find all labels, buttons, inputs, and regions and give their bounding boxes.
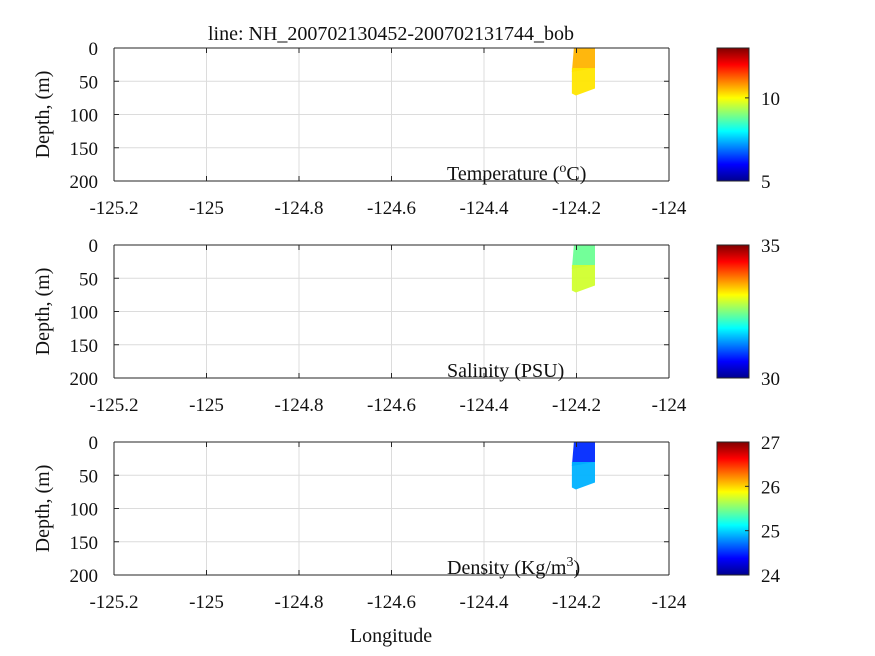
y-tick-label: 200 — [70, 172, 99, 193]
figure-title: line: NH_200702130452-200702131744_bob — [208, 23, 574, 45]
panel-label-temperature: Temperature (oC) — [447, 161, 586, 185]
y-tick-label: 150 — [70, 139, 99, 160]
x-tick-label: -124.4 — [459, 395, 509, 416]
x-axis-label: Longitude — [350, 625, 432, 647]
y-axis-label: Depth, (m) — [32, 465, 54, 553]
colorbar-salinity — [716, 244, 750, 379]
colorbar-temperature — [716, 47, 750, 182]
x-tick-label: -124.8 — [274, 395, 323, 416]
data-section-temperature — [571, 67, 595, 96]
x-tick-label: -125.2 — [89, 198, 138, 219]
y-tick-label: 100 — [70, 500, 99, 521]
colorbar-tick-label: 25 — [761, 522, 780, 543]
x-tick-label: -124.8 — [274, 198, 323, 219]
data-section-salinity — [571, 264, 595, 293]
y-tick-label: 50 — [79, 269, 98, 290]
x-tick-label: -124 — [652, 592, 687, 613]
colorbar-tick-label: 10 — [761, 89, 780, 110]
y-axis-label: Depth, (m) — [32, 71, 54, 159]
panel-label-density: Density (Kg/m3) — [447, 555, 580, 579]
x-tick-label: -124 — [652, 198, 687, 219]
colorbar-tick-label: 27 — [761, 433, 780, 454]
panel-density: -125.2 -125 -124.8 -124.6 -124.4 -124.2 -124 0 5… — [32, 433, 781, 613]
data-section-density — [571, 442, 595, 466]
colorbar-tick-label: 26 — [761, 477, 780, 498]
x-tick-label: -124.2 — [552, 395, 601, 416]
y-tick-label: 50 — [79, 72, 98, 93]
panel-temperature: -125.2 -125 -124.8 -124.6 -124.4 -124.2 -124 0 5… — [32, 39, 780, 219]
y-tick-label: 0 — [89, 39, 99, 60]
colorbar-tick-label: 30 — [761, 369, 780, 390]
y-tick-label: 0 — [89, 236, 99, 257]
y-tick-label: 100 — [70, 106, 99, 127]
y-tick-label: 150 — [70, 336, 99, 357]
x-tick-label: -124.4 — [459, 198, 509, 219]
data-section-density — [571, 461, 595, 490]
y-tick-label: 100 — [70, 303, 99, 324]
panel-salinity: -125.2 -125 -124.8 -124.6 -124.4 -124.2 -124 0 5… — [32, 236, 780, 416]
y-axis-label: Depth, (m) — [32, 268, 54, 356]
data-section-salinity — [571, 245, 595, 269]
colorbar-tick-label: 35 — [761, 236, 780, 257]
x-tick-label: -124.6 — [367, 592, 416, 613]
colorbar-density — [716, 441, 750, 576]
x-tick-label: -124.2 — [552, 198, 601, 219]
x-tick-label: -125.2 — [89, 395, 138, 416]
x-tick-label: -124.6 — [367, 395, 416, 416]
data-section-temperature — [571, 48, 595, 72]
x-tick-label: -125 — [189, 592, 224, 613]
x-tick-label: -124.2 — [552, 592, 601, 613]
x-tick-label: -124.6 — [367, 198, 416, 219]
y-tick-label: 50 — [79, 466, 98, 487]
colorbar-tick-label: 24 — [761, 566, 781, 587]
panel-label-salinity: Salinity (PSU) — [447, 360, 564, 382]
x-tick-label: -124.4 — [459, 592, 509, 613]
x-tick-label: -125.2 — [89, 592, 138, 613]
colorbar-tick-label: 5 — [761, 172, 771, 193]
y-tick-label: 150 — [70, 533, 99, 554]
y-tick-label: 0 — [89, 433, 99, 454]
y-tick-label: 200 — [70, 566, 99, 587]
x-tick-label: -124 — [652, 395, 687, 416]
x-tick-label: -125 — [189, 198, 224, 219]
x-tick-label: -124.8 — [274, 592, 323, 613]
y-tick-label: 200 — [70, 369, 99, 390]
x-tick-label: -125 — [189, 395, 224, 416]
